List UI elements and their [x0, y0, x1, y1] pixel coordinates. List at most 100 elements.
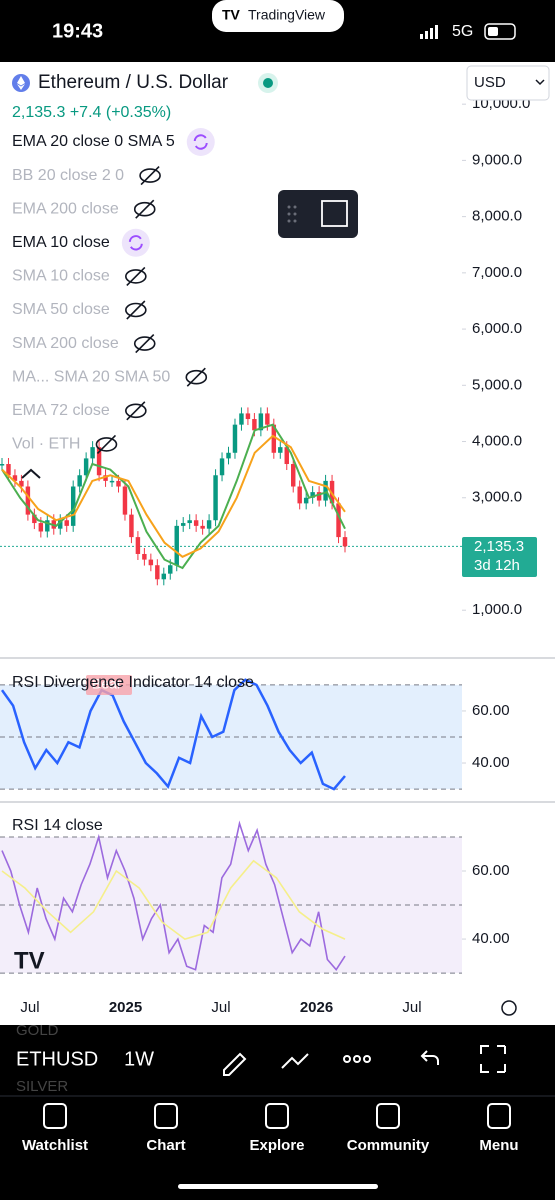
candle-body: [239, 413, 244, 425]
tab-label[interactable]: Menu: [479, 1137, 518, 1154]
logo: TV: [222, 7, 241, 23]
pane-title: RSI 14 close: [12, 817, 103, 834]
hidden-icon-slash: [126, 266, 146, 286]
y-tick-label: 5,000.0: [472, 376, 522, 393]
indicator-label[interactable]: EMA 10 close: [12, 234, 110, 251]
indicator-label[interactable]: MA... SMA 20 SMA 50: [12, 368, 170, 385]
time-label: 2026: [300, 999, 333, 1016]
time-label: Jul: [20, 999, 39, 1016]
candle-body: [297, 486, 302, 504]
trend-tool[interactable]: [281, 1053, 309, 1069]
hidden-icon-slash: [135, 334, 155, 354]
candle-body: [193, 520, 199, 526]
refresh-icon[interactable]: [128, 235, 143, 251]
fullscreen-button[interactable]: [480, 1045, 506, 1073]
candle-body: [77, 475, 82, 487]
candle-body: [310, 492, 315, 498]
candle-body: [142, 553, 147, 560]
indicator-label[interactable]: SMA 50 close: [12, 301, 110, 318]
indicator-legend: EMA 20 close 0 SMA 5 BB 20 close 2 0 EMA 2…: [12, 128, 215, 454]
last-price: 2,135.3: [474, 538, 524, 555]
tab-label[interactable]: Watchlist: [22, 1137, 88, 1154]
hidden-icon[interactable]: [133, 336, 156, 351]
y-tick-label: 40.00: [472, 930, 510, 947]
settings-button[interactable]: [501, 1000, 517, 1016]
symbol-title: Ethereum / U.S. Dollar: [38, 72, 229, 93]
collapse-legend[interactable]: [21, 468, 41, 479]
app-name: TradingView: [248, 7, 326, 23]
tab-icon[interactable]: [265, 1103, 289, 1129]
candle-body: [291, 464, 296, 487]
candle-body: [206, 520, 212, 529]
y-tick-label: 6,000.0: [472, 320, 522, 337]
indicator-label[interactable]: EMA 20 close 0 SMA 5: [12, 133, 175, 150]
quote: 2,135.3 +7.4 (+0.35%): [12, 104, 171, 121]
y-tick-label: 9,000.0: [472, 151, 522, 168]
refresh-icon-bg: [186, 128, 215, 156]
hidden-icon[interactable]: [185, 369, 208, 385]
tab-icon[interactable]: [487, 1103, 511, 1129]
currency-select[interactable]: [466, 65, 550, 101]
indicator-label[interactable]: SMA 10 close: [12, 268, 110, 285]
candle-body: [284, 447, 289, 465]
hidden-icon[interactable]: [125, 302, 147, 318]
more-button[interactable]: [343, 1055, 371, 1063]
eth-glyph: [17, 76, 25, 90]
y-tick-label: 40.00: [472, 754, 510, 771]
candle-body: [90, 447, 95, 459]
hidden-icon[interactable]: [125, 403, 147, 419]
tab-label[interactable]: Explore: [249, 1137, 304, 1154]
candle-body: [148, 559, 154, 566]
tab-icon[interactable]: [43, 1103, 67, 1129]
indicator-line: [1, 859, 346, 940]
candle-body: [180, 523, 186, 526]
indicator-label[interactable]: EMA 200 close: [12, 200, 119, 217]
toolbar-interval[interactable]: 1W: [124, 1048, 154, 1070]
toolbar-symbol[interactable]: ETHUSD: [16, 1048, 98, 1070]
tab-label[interactable]: Chart: [146, 1137, 185, 1154]
indicator-label[interactable]: EMA 72 close: [12, 402, 110, 419]
watchlist-above: GOLD: [16, 1022, 59, 1039]
y-tick-label: 1,000.0: [472, 601, 522, 618]
candle-body: [187, 520, 192, 524]
candle-body: [245, 413, 251, 420]
candle-body: [6, 464, 11, 476]
watermark: TV: [14, 947, 45, 974]
candle-body: [265, 413, 270, 425]
candle-body: [96, 447, 102, 476]
hidden-icon-slash: [126, 300, 146, 320]
hidden-icon[interactable]: [133, 201, 156, 217]
time-label: 2025: [109, 999, 142, 1016]
candle-body: [122, 486, 128, 515]
hidden-icon[interactable]: [139, 168, 161, 183]
y-tick-label: 4,000.0: [472, 432, 522, 449]
candle-body: [213, 475, 218, 521]
candle-body: [19, 480, 24, 487]
rectangle-tool[interactable]: [321, 200, 348, 227]
rsi-band: [0, 836, 462, 974]
candle-body: [83, 458, 89, 476]
signal-tag-bg: [86, 675, 132, 695]
hidden-icon-slash: [135, 199, 155, 219]
candle-body: [200, 525, 205, 529]
indicator-label[interactable]: Vol · ETH: [12, 436, 80, 453]
tab-icon[interactable]: [154, 1103, 178, 1129]
indicator-line: [1, 820, 346, 972]
candle-body: [155, 565, 160, 580]
hidden-icon[interactable]: [95, 437, 118, 452]
refresh-icon[interactable]: [193, 134, 208, 150]
dropdown-caret: [535, 79, 545, 86]
candle-body: [70, 486, 76, 526]
draw-tool[interactable]: [223, 1052, 247, 1076]
tab-label[interactable]: Community: [347, 1137, 430, 1154]
candle-body: [25, 486, 31, 515]
indicator-label[interactable]: BB 20 close 2 0: [12, 167, 124, 184]
undo-button[interactable]: [420, 1050, 439, 1065]
indicator-label[interactable]: SMA 200 close: [12, 335, 119, 352]
hidden-icon-slash: [96, 434, 117, 454]
candle-body: [103, 475, 108, 481]
time-label: Jul: [211, 999, 230, 1016]
hidden-icon[interactable]: [125, 269, 147, 284]
tab-icon[interactable]: [376, 1103, 400, 1129]
